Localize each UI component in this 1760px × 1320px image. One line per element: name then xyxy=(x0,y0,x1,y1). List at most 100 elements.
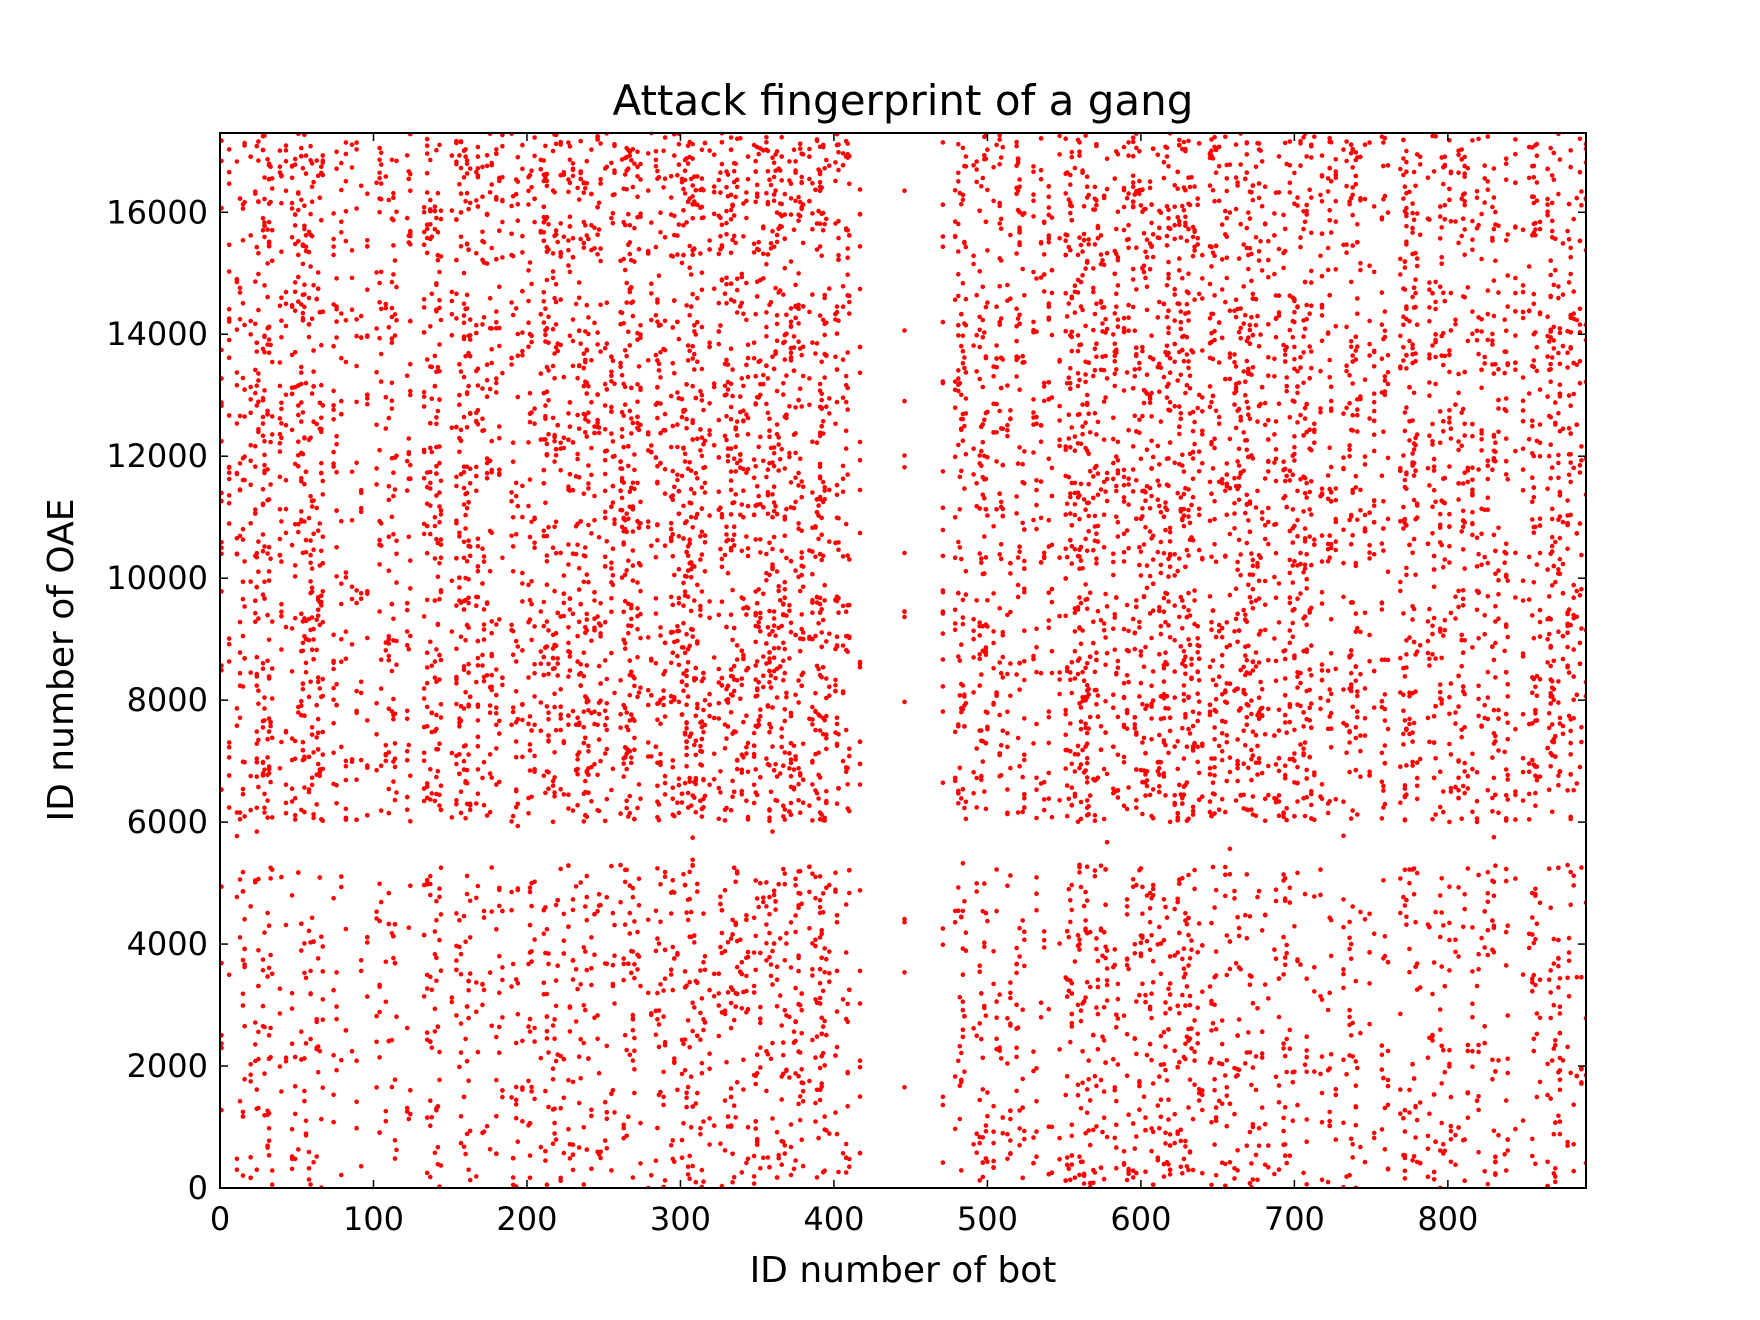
scatter-point xyxy=(1137,178,1142,184)
scatter-point xyxy=(1282,955,1288,960)
scatter-point xyxy=(1520,398,1526,404)
scatter-point xyxy=(1266,459,1271,465)
scatter-point xyxy=(1333,796,1339,802)
scatter-point xyxy=(1213,170,1219,175)
scatter-point xyxy=(1402,783,1408,788)
scatter-point xyxy=(1163,505,1168,510)
scatter-point xyxy=(699,529,705,535)
scatter-point xyxy=(437,937,442,943)
scatter-point xyxy=(1195,235,1200,241)
scatter-point xyxy=(1470,477,1475,483)
scatter-point xyxy=(1181,491,1187,497)
scatter-point xyxy=(1069,348,1075,354)
scatter-point xyxy=(983,806,989,812)
scatter-point xyxy=(1427,656,1432,662)
scatter-point xyxy=(1031,198,1036,204)
scatter-point xyxy=(386,497,392,503)
scatter-point xyxy=(1292,344,1297,350)
scatter-point xyxy=(1063,191,1068,196)
scatter-point xyxy=(627,793,633,799)
scatter-point xyxy=(985,409,990,415)
scatter-point xyxy=(1439,910,1444,915)
scatter-point xyxy=(320,534,326,540)
scatter-point xyxy=(1482,554,1487,560)
scatter-point xyxy=(394,209,399,215)
scatter-point xyxy=(1425,650,1431,656)
scatter-point xyxy=(1137,1083,1142,1089)
scatter-point xyxy=(1149,716,1154,721)
scatter-point xyxy=(1414,760,1420,765)
scatter-point xyxy=(1072,502,1078,507)
scatter-point xyxy=(1355,407,1360,412)
scatter-point xyxy=(1350,1141,1355,1147)
scatter-point xyxy=(1413,277,1418,282)
scatter-point xyxy=(500,965,505,970)
scatter-point xyxy=(621,977,626,983)
scatter-point xyxy=(598,258,603,264)
scatter-point xyxy=(254,671,260,677)
scatter-point xyxy=(474,322,479,328)
scatter-point xyxy=(1309,155,1314,160)
scatter-point xyxy=(977,683,982,688)
scatter-point xyxy=(1344,368,1349,374)
scatter-point xyxy=(797,773,803,778)
scatter-point xyxy=(438,512,444,517)
scatter-point xyxy=(589,358,594,363)
scatter-point xyxy=(1147,611,1153,616)
scatter-point xyxy=(1496,592,1501,597)
scatter-point xyxy=(1503,963,1509,968)
scatter-point xyxy=(527,889,533,895)
scatter-point xyxy=(1262,578,1268,584)
scatter-point xyxy=(1556,773,1561,778)
scatter-point xyxy=(1134,287,1139,292)
scatter-point xyxy=(1325,176,1331,181)
scatter-point xyxy=(741,418,746,424)
scatter-point xyxy=(1064,501,1070,507)
scatter-point xyxy=(688,468,694,474)
scatter-point xyxy=(421,447,427,453)
scatter-point xyxy=(1250,729,1256,734)
scatter-point xyxy=(820,479,826,485)
scatter-point xyxy=(277,474,283,480)
scatter-point xyxy=(1144,372,1150,378)
scatter-point xyxy=(1150,254,1156,260)
scatter-point xyxy=(339,311,344,316)
scatter-point xyxy=(679,473,685,479)
scatter-point xyxy=(1442,202,1448,208)
scatter-point xyxy=(1398,655,1403,661)
scatter-point xyxy=(1381,140,1386,145)
scatter-point xyxy=(670,1138,676,1143)
scatter-point xyxy=(618,364,623,370)
scatter-point xyxy=(745,553,751,559)
scatter-point xyxy=(1207,479,1213,485)
scatter-point xyxy=(1177,256,1182,261)
scatter-point xyxy=(744,751,749,756)
scatter-point xyxy=(520,483,525,489)
scatter-point xyxy=(421,242,427,247)
scatter-point xyxy=(1041,554,1047,559)
scatter-point xyxy=(596,737,602,742)
scatter-point xyxy=(1530,363,1535,369)
scatter-point xyxy=(1325,698,1331,703)
scatter-point xyxy=(1167,356,1173,361)
scatter-point xyxy=(374,466,379,471)
scatter-point xyxy=(1094,354,1099,360)
scatter-point xyxy=(349,307,355,313)
scatter-point xyxy=(1080,273,1085,278)
scatter-point xyxy=(1462,691,1467,697)
scatter-point xyxy=(242,559,247,564)
scatter-point xyxy=(266,1033,272,1038)
scatter-point xyxy=(730,367,735,372)
scatter-point xyxy=(1295,674,1300,679)
scatter-point xyxy=(1490,809,1495,814)
scatter-point xyxy=(1095,419,1101,425)
scatter-point xyxy=(1049,670,1055,676)
scatter-point xyxy=(1103,662,1108,668)
scatter-point xyxy=(532,722,537,728)
scatter-point xyxy=(566,722,571,727)
scatter-point xyxy=(1177,614,1182,620)
scatter-point xyxy=(1150,787,1156,792)
scatter-point xyxy=(645,702,651,708)
scatter-point xyxy=(1219,1101,1225,1106)
scatter-point xyxy=(262,706,267,711)
